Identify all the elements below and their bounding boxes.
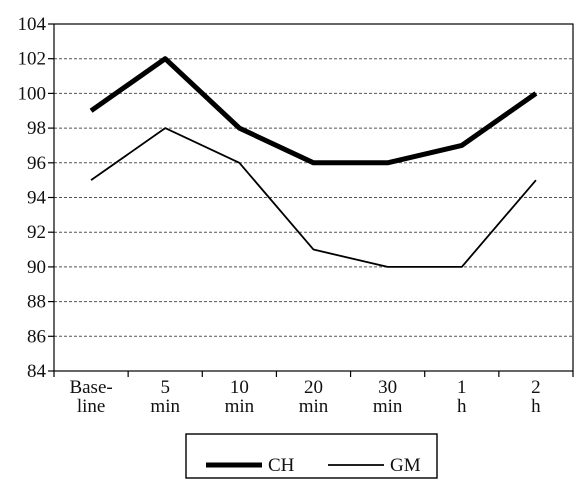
x-tick-label: 1 xyxy=(457,377,467,398)
y-tick-label: 96 xyxy=(27,153,46,174)
legend-label-gm: GM xyxy=(390,455,421,476)
x-tick-label: 30 xyxy=(378,377,397,398)
x-tick-label: 20 xyxy=(304,377,323,398)
x-tick-label: h xyxy=(457,396,467,417)
legend-label-ch: CH xyxy=(268,455,295,476)
y-tick-label: 100 xyxy=(18,83,47,104)
grid-lines xyxy=(54,58,573,337)
y-tick-label: 98 xyxy=(27,118,46,139)
x-tick-label: 10 xyxy=(230,377,249,398)
legend: CH GM xyxy=(185,433,438,479)
x-tick-label: 2 xyxy=(531,377,541,398)
y-tick-label: 102 xyxy=(18,49,47,70)
y-tick-label: 84 xyxy=(27,361,47,382)
x-tick-label: min xyxy=(299,396,329,417)
y-tick-label: 90 xyxy=(27,257,46,278)
x-tick-label: min xyxy=(150,396,180,417)
series-lines xyxy=(89,56,538,268)
x-tick-label: min xyxy=(225,396,255,417)
y-tick-label: 104 xyxy=(18,14,47,35)
series-line-ch xyxy=(89,56,538,166)
x-tick-label: Base- xyxy=(69,377,112,398)
legend-box xyxy=(185,433,438,479)
series-line-gm xyxy=(90,127,537,268)
y-tick-label: 92 xyxy=(27,222,46,243)
y-tick-label: 88 xyxy=(27,292,46,313)
x-tick-label: h xyxy=(531,396,541,417)
x-tick-label: min xyxy=(373,396,403,417)
x-tick-label: 5 xyxy=(160,377,170,398)
plot-frame xyxy=(53,23,574,372)
y-tick-label: 94 xyxy=(27,188,47,209)
x-tick-label: line xyxy=(77,396,106,417)
axes: 8486889092949698100102104Base-line5min10… xyxy=(18,14,574,417)
y-tick-label: 86 xyxy=(27,326,46,347)
